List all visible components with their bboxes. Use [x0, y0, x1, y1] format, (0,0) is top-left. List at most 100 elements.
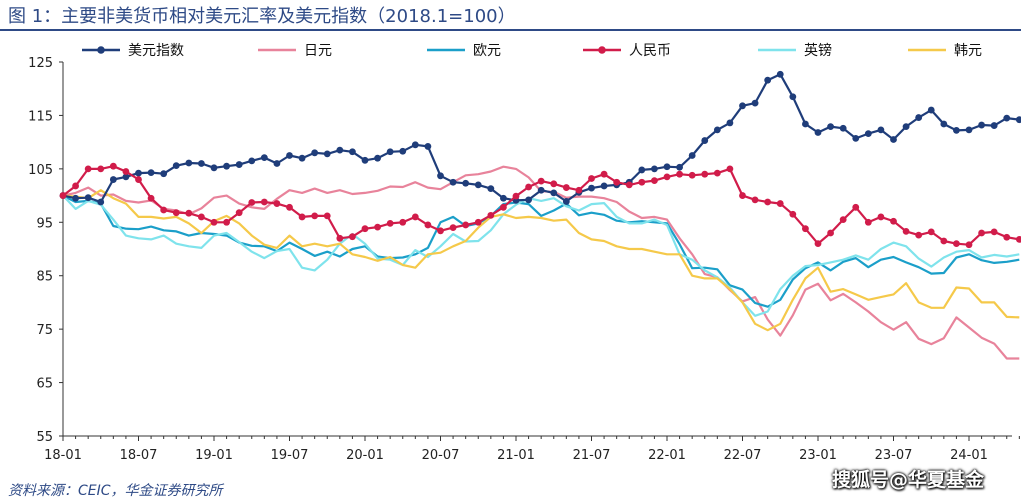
series-point-3: [374, 223, 381, 231]
series-point-0: [537, 186, 545, 194]
series-point-3: [487, 211, 495, 219]
series-point-3: [600, 170, 608, 178]
x-tick-label: 18-01: [44, 448, 82, 463]
series-point-3: [198, 213, 205, 221]
series-point-0: [814, 129, 822, 136]
series-point-0: [399, 147, 407, 155]
y-tick-label: 65: [36, 377, 53, 392]
series-point-0: [776, 70, 784, 78]
legend-label-3: 人民币: [629, 43, 671, 59]
series-point-3: [776, 200, 784, 207]
series-point-3: [437, 227, 444, 235]
series-point-3: [902, 227, 910, 235]
series-point-3: [739, 192, 746, 199]
series-point-0: [198, 160, 205, 167]
series-point-0: [588, 184, 595, 192]
series-point-3: [713, 169, 721, 177]
series-point-0: [965, 126, 973, 134]
series-point-0: [248, 157, 256, 165]
y-tick-label: 125: [28, 56, 53, 71]
series-point-3: [588, 175, 595, 182]
series-point-3: [613, 178, 621, 186]
series-point-3: [562, 184, 570, 191]
series-point-3: [978, 229, 985, 237]
series-point-0: [877, 126, 885, 134]
series-point-0: [713, 126, 721, 134]
series-point-3: [399, 218, 407, 226]
series-point-3: [537, 177, 545, 185]
series-point-3: [726, 165, 734, 173]
series-point-0: [890, 136, 897, 143]
y-tick-label: 75: [36, 323, 53, 338]
series-point-0: [915, 114, 923, 121]
legend-label-1: 日元: [304, 43, 332, 59]
series-point-0: [374, 154, 381, 162]
series-point-3: [286, 203, 293, 211]
series-point-0: [185, 159, 193, 167]
series-point-3: [109, 162, 117, 170]
series-point-3: [97, 165, 105, 173]
series-point-0: [852, 135, 860, 142]
series-point-3: [160, 206, 168, 214]
series-point-3: [953, 240, 960, 248]
series-point-0: [663, 163, 671, 171]
series-point-0: [72, 194, 79, 202]
x-tick-label: 18-07: [120, 448, 158, 463]
series-point-3: [701, 170, 709, 178]
series-point-3: [336, 234, 344, 242]
chart-title: 图 1：主要非美货币相对美元汇率及美元指数（2018.1=100）: [8, 6, 516, 27]
series-point-3: [915, 231, 923, 239]
series-point-3: [260, 198, 268, 206]
y-tick-label: 115: [28, 109, 53, 124]
series-point-3: [361, 225, 369, 233]
series-point-0: [474, 181, 482, 189]
y-tick-label: 55: [36, 430, 53, 445]
series-point-3: [147, 194, 155, 202]
series-point-0: [902, 123, 910, 131]
series-point-0: [298, 154, 306, 162]
series-point-3: [802, 225, 809, 233]
series-point-3: [927, 228, 935, 236]
x-tick-label: 23-01: [799, 448, 837, 463]
series-line-5: [62, 189, 1020, 332]
series-point-3: [248, 199, 256, 206]
series-point-0: [487, 185, 495, 193]
series-point-3: [273, 200, 281, 207]
x-tick-label: 21-07: [573, 448, 611, 463]
series-point-3: [185, 209, 193, 217]
series-point-0: [160, 170, 168, 178]
legend-label-0: 美元指数: [128, 43, 184, 59]
series-point-0: [449, 178, 457, 186]
y-tick-label: 85: [36, 270, 53, 285]
series-point-0: [84, 194, 92, 202]
series-point-3: [1015, 235, 1021, 243]
series-point-3: [864, 218, 872, 226]
series-point-3: [638, 178, 646, 186]
series-point-0: [638, 166, 646, 174]
series-point-0: [839, 124, 847, 132]
series-point-0: [701, 137, 709, 144]
series-point-0: [462, 179, 470, 187]
series-point-3: [122, 168, 130, 175]
series-point-3: [751, 196, 759, 204]
series-point-3: [852, 203, 860, 211]
series-point-0: [739, 102, 746, 110]
legend-marker-0: [97, 46, 105, 54]
series-point-3: [172, 209, 180, 217]
series-point-0: [500, 194, 507, 202]
series-point-3: [210, 218, 218, 226]
series-point-3: [512, 192, 520, 200]
series-point-3: [625, 181, 633, 189]
x-tick-label: 20-07: [422, 448, 460, 463]
series-point-3: [890, 217, 897, 225]
series-point-0: [600, 182, 608, 190]
series-point-3: [575, 186, 583, 194]
series-point-3: [84, 165, 92, 173]
series-point-3: [663, 173, 671, 181]
y-tick-label: 95: [36, 216, 53, 231]
x-tick-label: 22-07: [724, 448, 762, 463]
series-point-3: [411, 213, 419, 221]
series-point-3: [223, 218, 230, 226]
series-point-0: [525, 196, 532, 204]
